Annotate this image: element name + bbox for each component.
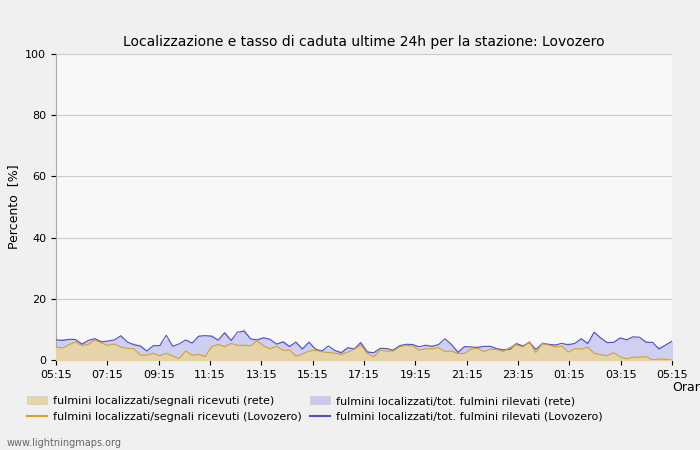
Y-axis label: Percento  [%]: Percento [%] bbox=[7, 165, 20, 249]
Text: Orario: Orario bbox=[672, 382, 700, 394]
Text: www.lightningmaps.org: www.lightningmaps.org bbox=[7, 438, 122, 448]
Legend: fulmini localizzati/segnali ricevuti (rete), fulmini localizzati/segnali ricevut: fulmini localizzati/segnali ricevuti (re… bbox=[27, 396, 603, 422]
Title: Localizzazione e tasso di caduta ultime 24h per la stazione: Lovozero: Localizzazione e tasso di caduta ultime … bbox=[123, 35, 605, 49]
